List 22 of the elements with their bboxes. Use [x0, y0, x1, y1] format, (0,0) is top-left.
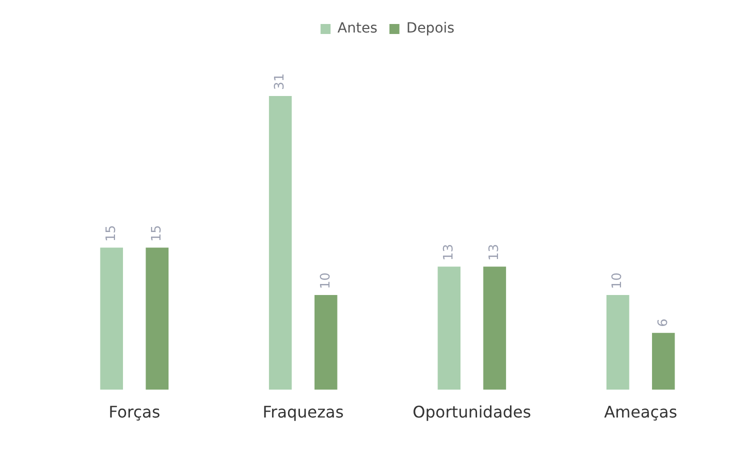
- bar: [606, 295, 630, 390]
- bar: [483, 266, 506, 390]
- x-tick-label: Ameaças: [604, 402, 678, 422]
- data-label: 31: [272, 73, 288, 90]
- data-label: 10: [610, 272, 626, 290]
- bar: [268, 96, 292, 390]
- data-label: 10: [318, 272, 334, 290]
- bar: [438, 266, 460, 390]
- data-label: 13: [487, 244, 502, 261]
- data-label: 15: [150, 225, 165, 242]
- legend-label: Depois: [406, 20, 454, 37]
- legend-label: Antes: [338, 20, 378, 37]
- bar: [652, 332, 675, 390]
- x-tick-label: Forças: [108, 402, 160, 422]
- x-tick-label: Oportunidades: [412, 402, 532, 422]
- bar: [146, 248, 169, 390]
- data-label: 13: [441, 244, 456, 261]
- data-label: 15: [104, 225, 119, 242]
- x-tick-label: Fraquezas: [262, 402, 344, 422]
- data-label: 6: [656, 318, 671, 327]
- bar: [100, 248, 123, 390]
- bar: [314, 295, 338, 390]
